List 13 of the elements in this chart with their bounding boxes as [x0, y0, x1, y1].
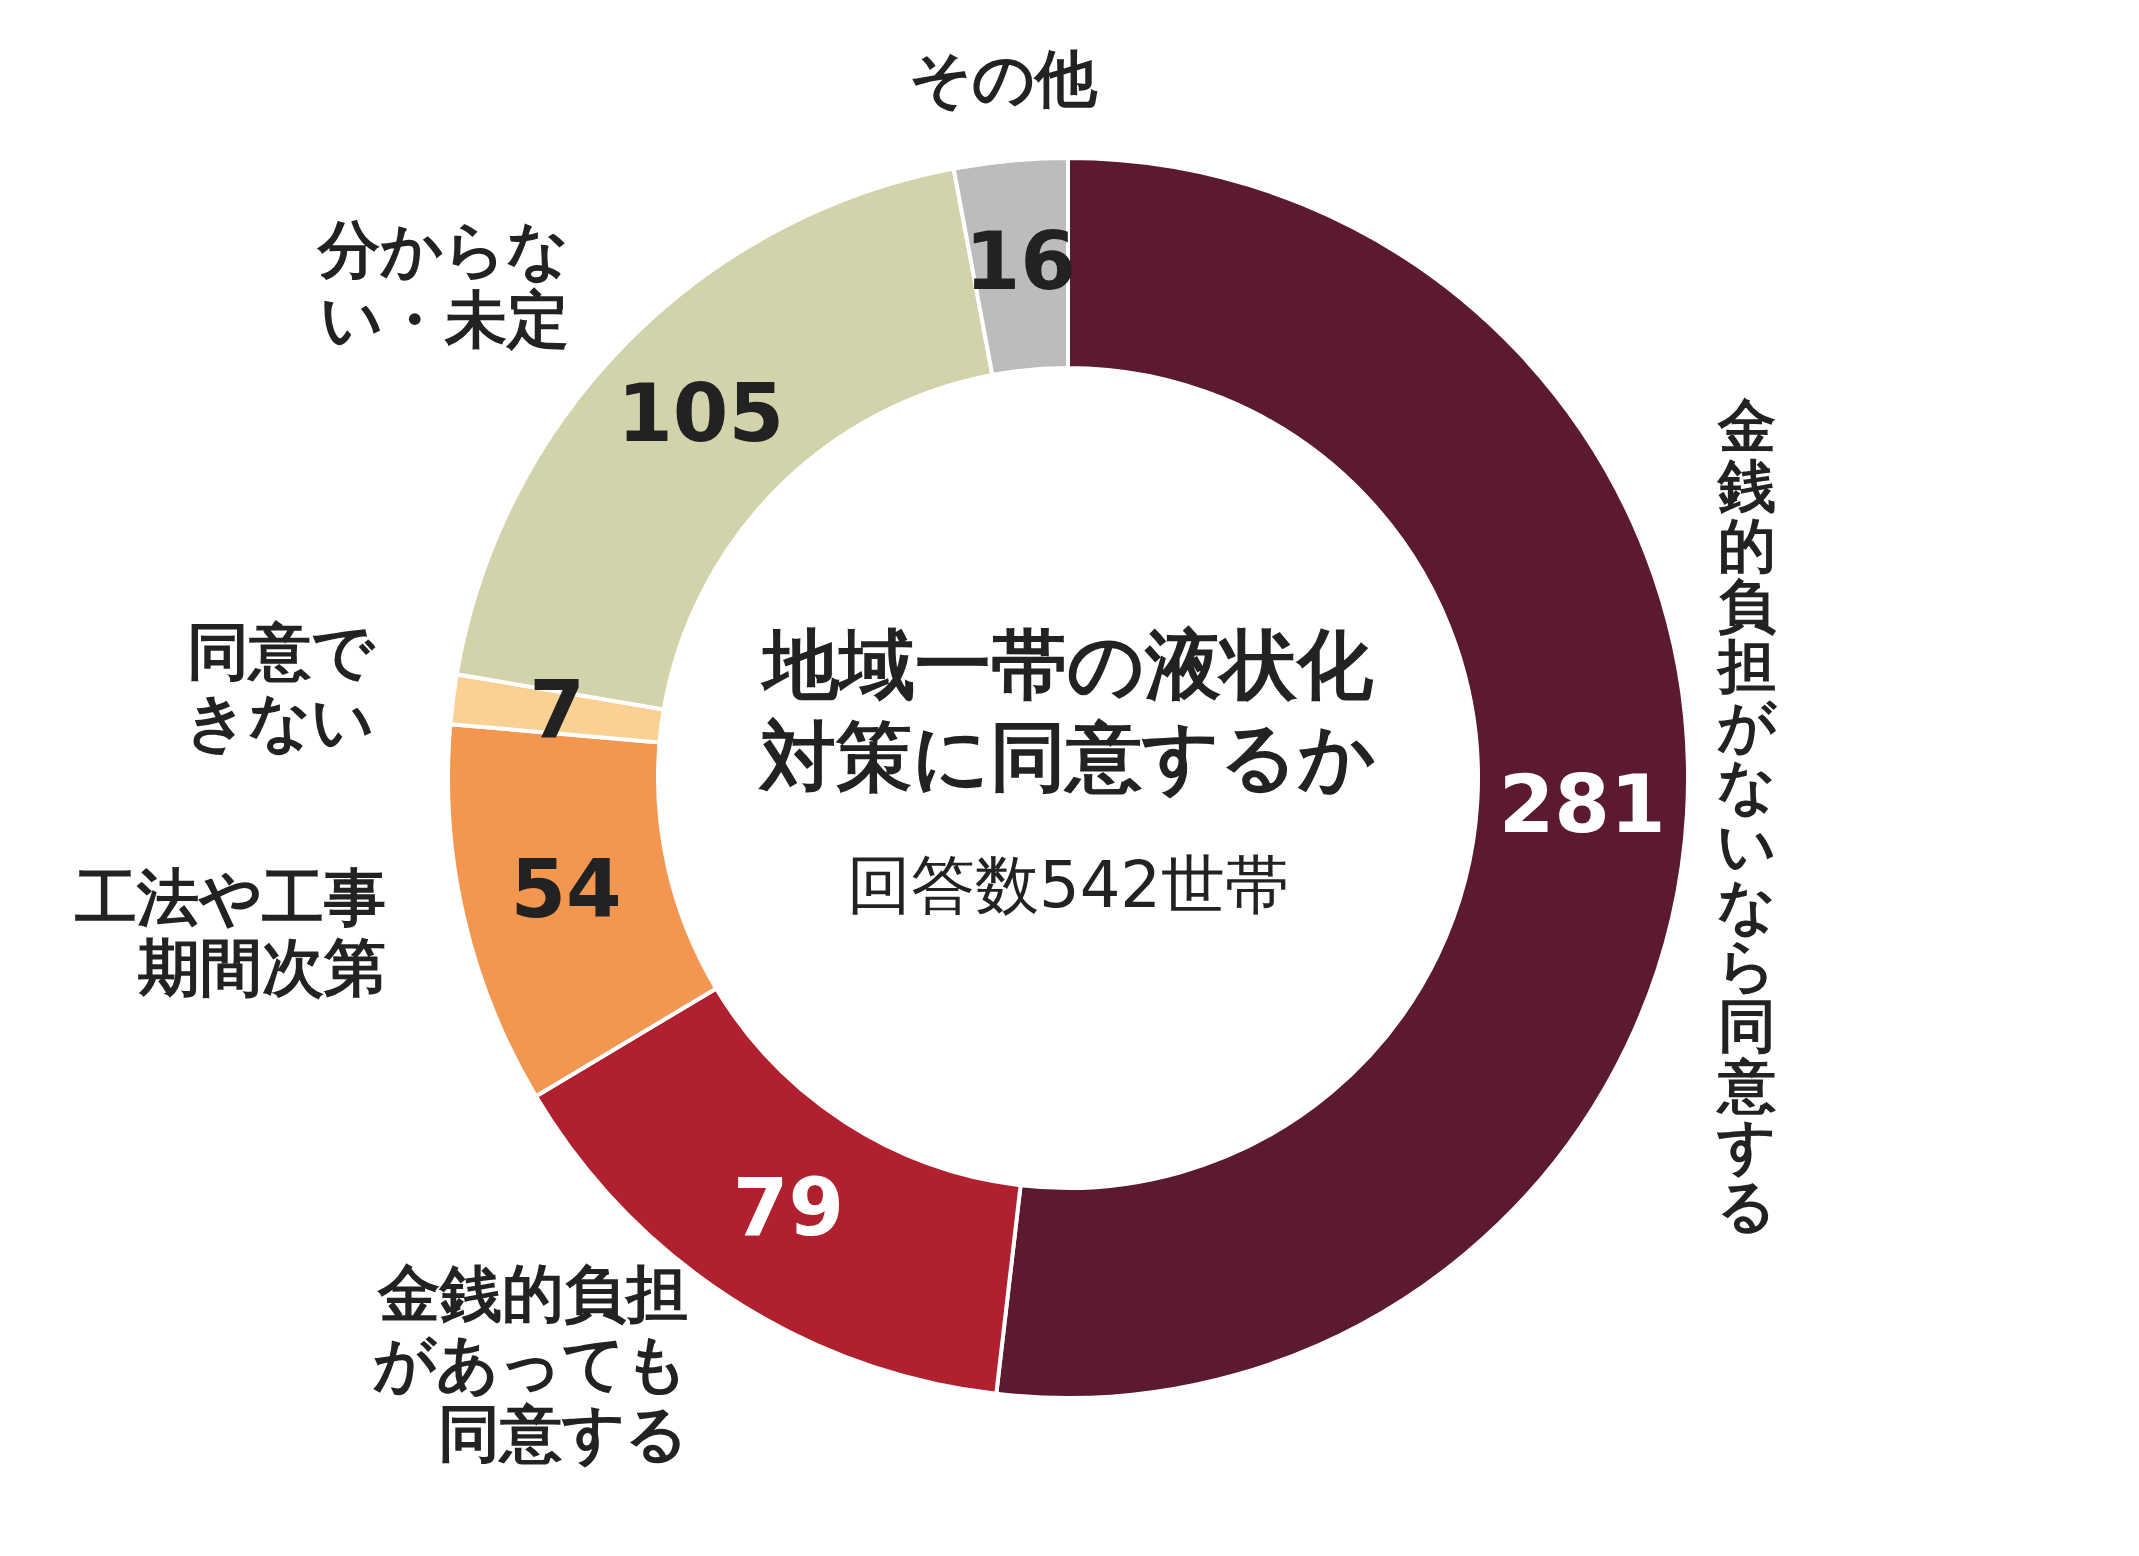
- slice-label: その他: [909, 42, 1099, 116]
- slice-label: 金銭的負担があっても同意する: [373, 1256, 688, 1470]
- data-label: 54: [510, 843, 622, 937]
- data-label: 7: [529, 662, 586, 756]
- category-label: 金銭的負担がないなら同意する: [1717, 391, 1777, 1240]
- text: 地域一帯の液状化対策に同意するか: [758, 620, 1376, 801]
- slice-label: 分からない・未定: [315, 213, 569, 357]
- data-label: 281: [1498, 757, 1666, 851]
- slice-label: 工法や工事期間次第: [74, 860, 386, 1004]
- slice-label: 同意できない: [184, 614, 376, 758]
- text: 回答数542世帯: [846, 848, 1290, 922]
- data-label: 105: [617, 367, 785, 461]
- data-label: 79: [732, 1160, 845, 1254]
